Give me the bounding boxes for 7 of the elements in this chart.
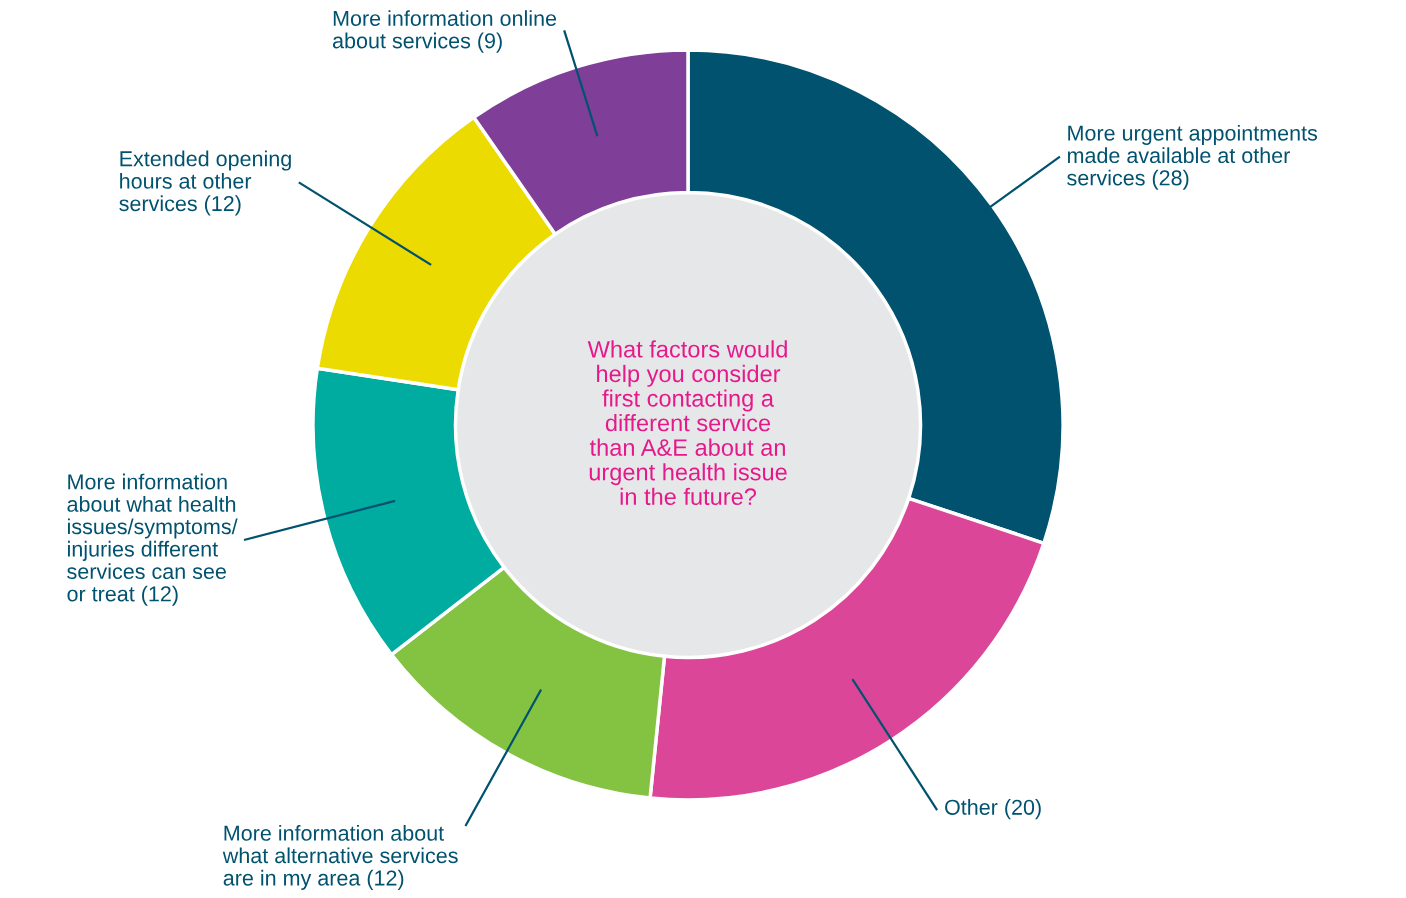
slice-label: Extended opening hours at other services (12) xyxy=(119,150,291,216)
text: What factors would help you consider first contacting a different service than A&E about an urgent health issue in the future? xyxy=(587,340,787,506)
slice-label: More information about what alternative services are in my area (12) xyxy=(222,825,458,890)
slice-label: More information about what health issues/symptoms/ injuries different services can see or treat (12) xyxy=(67,473,238,606)
slice-label: More urgent appointments made available at other services (28) xyxy=(1067,124,1318,190)
slice-label: Other (20) xyxy=(945,799,1041,820)
slice-label: More information online about services (9) xyxy=(332,10,557,53)
